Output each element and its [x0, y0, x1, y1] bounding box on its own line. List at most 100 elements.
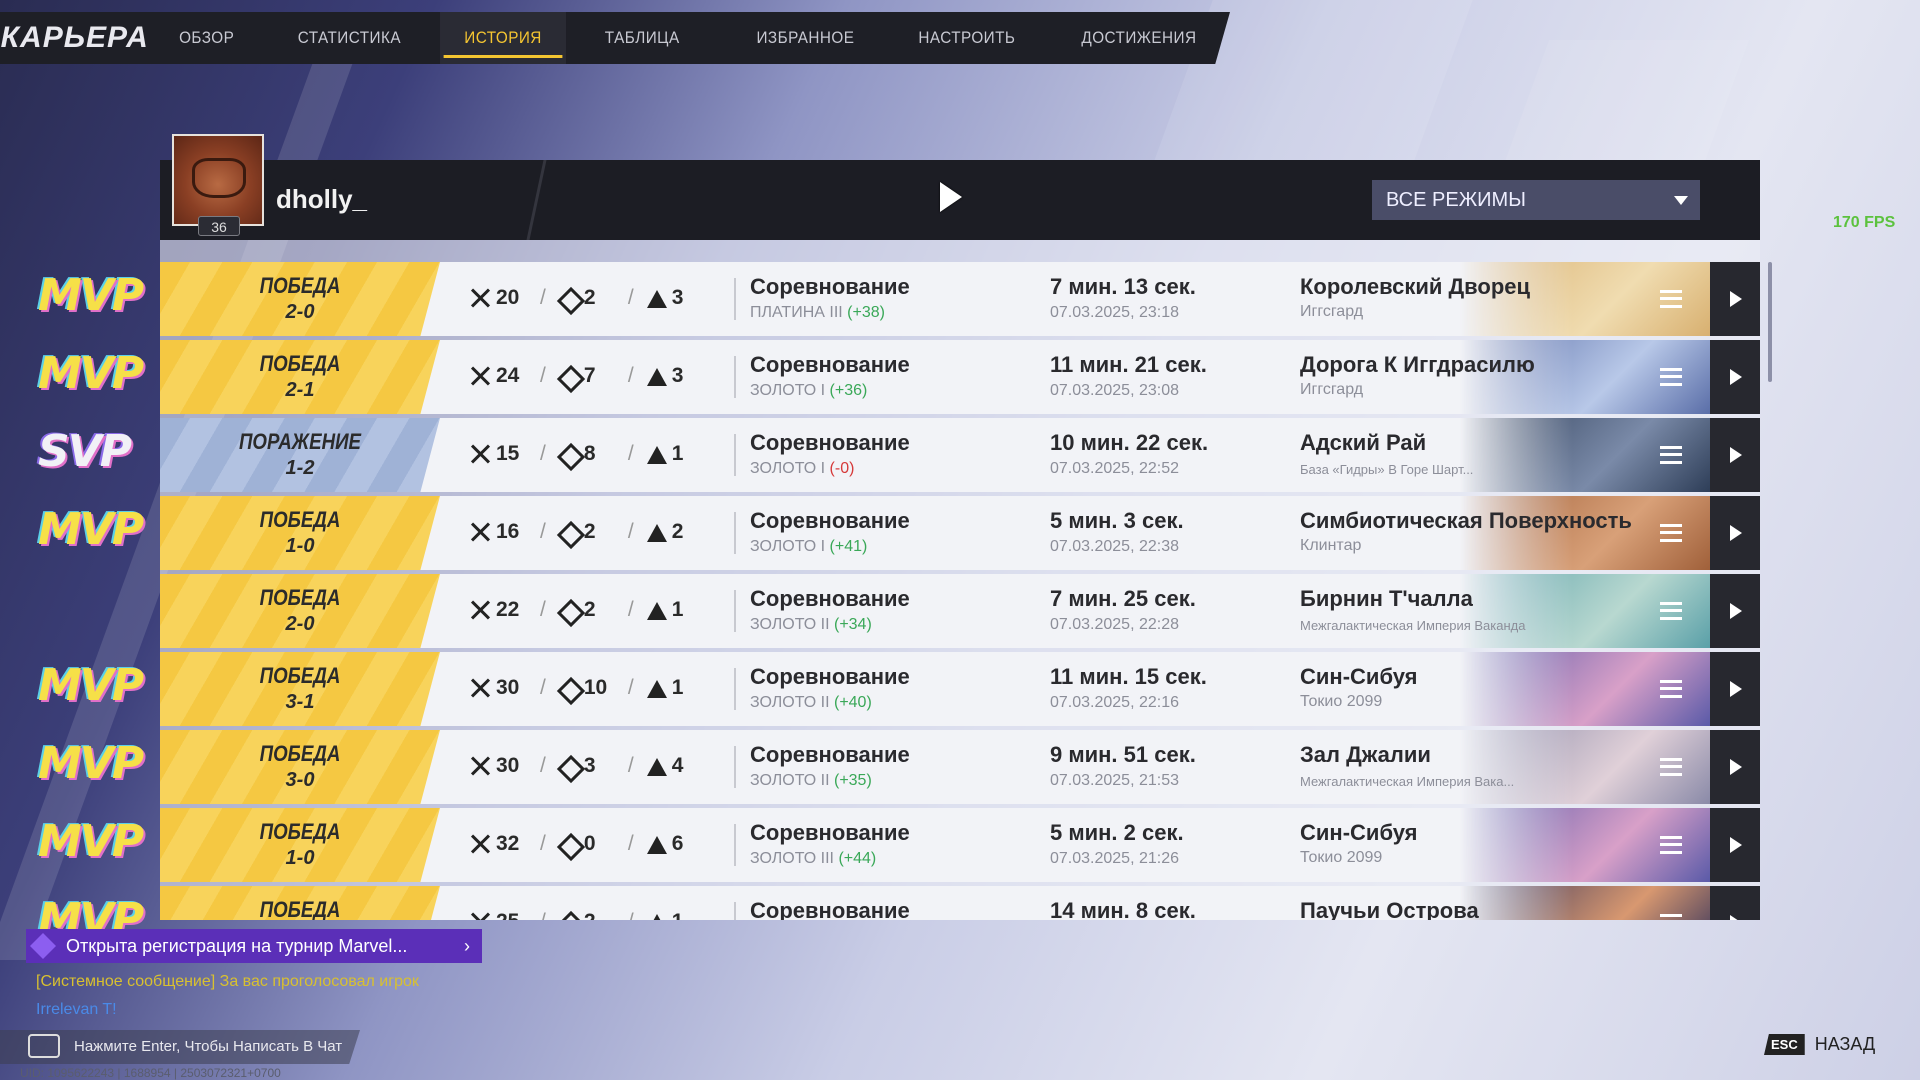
- deaths-value: 8: [583, 442, 596, 465]
- separator: /: [540, 910, 546, 920]
- tab-overview[interactable]: ОБЗОР: [179, 28, 235, 47]
- separator: /: [627, 364, 634, 387]
- rank-info: ЗОЛОТО I (+36): [750, 382, 910, 400]
- play-replay-button[interactable]: [1710, 652, 1760, 726]
- assist-icon: [646, 834, 667, 854]
- time-cell: 5 мин. 2 сек. 07.03.2025, 21:26: [1050, 820, 1184, 868]
- rank-delta: (+34): [833, 616, 872, 633]
- play-replay-button[interactable]: [1710, 418, 1760, 492]
- back-button[interactable]: ESC НАЗАД: [1764, 1034, 1875, 1055]
- mvp-badge: MVP: [38, 816, 144, 867]
- map-region: Токио 2099: [1300, 693, 1383, 710]
- tab-favorites[interactable]: ИЗБРАННОЕ: [755, 28, 854, 47]
- tab-history[interactable]: ИСТОРИЯ: [440, 12, 567, 64]
- kills-value: 25: [496, 910, 519, 920]
- broken-heart-icon: [558, 444, 578, 464]
- kda: 20 / 2 / 3: [470, 286, 722, 310]
- menu-icon[interactable]: [1660, 368, 1682, 386]
- table-row[interactable]: ПОБЕДА 1-0 32 / 0 / 6 Соревнование ЗОЛОТ…: [160, 808, 1760, 882]
- menu-icon[interactable]: [1660, 602, 1682, 620]
- time-cell: 11 мин. 21 сек. 07.03.2025, 23:08: [1050, 352, 1207, 400]
- match-history-list[interactable]: ПОБЕДА 2-0 20 / 2 / 3 Соревнование ПЛАТИ…: [160, 240, 1760, 920]
- mode-cell: Соревнование ЗОЛОТО I (+36): [750, 352, 910, 400]
- menu-icon[interactable]: [1660, 836, 1682, 854]
- mode-cell: Соревнование ЗОЛОТО III (+44): [750, 820, 910, 868]
- match-date: 07.03.2025, 23:08: [1050, 382, 1180, 399]
- menu-icon[interactable]: [1660, 680, 1682, 698]
- menu-icon[interactable]: [1660, 758, 1682, 776]
- rank-delta: (+44): [838, 850, 877, 867]
- tab-achievements[interactable]: ДОСТИЖЕНИЯ: [1081, 28, 1197, 47]
- menu-icon[interactable]: [1660, 290, 1682, 308]
- table-row[interactable]: ПОБЕДА 2-1 24 / 7 / 3 Соревнование ЗОЛОТ…: [160, 340, 1760, 414]
- table-row[interactable]: ПОБЕДА 3-1 30 / 10 / 1 Соревнование ЗОЛО…: [160, 652, 1760, 726]
- menu-icon[interactable]: [1660, 524, 1682, 542]
- result-score: 1-0: [285, 535, 315, 557]
- marvel-logo-icon: [30, 933, 56, 959]
- tournament-text: Открыта регистрация на турнир Marvel...: [66, 936, 408, 956]
- chat-bubble-icon: [28, 1034, 60, 1058]
- swords-icon: [470, 912, 490, 920]
- table-row[interactable]: ПОБЕДА 25 / 2 / 1 Соревнование 14 мин. 8…: [160, 886, 1760, 920]
- table-row[interactable]: ПОБЕДА 2-0 20 / 2 / 3 Соревнование ПЛАТИ…: [160, 262, 1760, 336]
- result-cell: ПОБЕДА 1-0: [160, 808, 440, 882]
- table-row[interactable]: ПОБЕДА 1-0 16 / 2 / 2 Соревнование ЗОЛОТ…: [160, 496, 1760, 570]
- play-replay-button[interactable]: [1710, 808, 1760, 882]
- mvp-badge: MVP: [38, 348, 144, 399]
- match-date: 07.03.2025, 21:53: [1050, 772, 1180, 789]
- separator: /: [628, 910, 634, 920]
- play-replay-button[interactable]: [1710, 730, 1760, 804]
- table-row[interactable]: ПОБЕДА 3-0 30 / 3 / 4 Соревнование ЗОЛОТ…: [160, 730, 1760, 804]
- table-row[interactable]: ПОБЕДА 2-0 22 / 2 / 1 Соревнование ЗОЛОТ…: [160, 574, 1760, 648]
- tab-customize[interactable]: НАСТРОИТЬ: [918, 28, 1016, 47]
- match-duration: 10 мин. 22 сек.: [1050, 430, 1209, 455]
- play-replay-button[interactable]: [1710, 262, 1760, 336]
- menu-icon[interactable]: [1660, 446, 1682, 464]
- map-region: Клинтар: [1300, 537, 1362, 554]
- rank-name: ЗОЛОТО II: [750, 772, 830, 789]
- time-cell: 9 мин. 51 сек. 07.03.2025, 21:53: [1050, 742, 1196, 790]
- tournament-banner[interactable]: Открыта регистрация на турнир Marvel... …: [26, 929, 482, 963]
- match-duration: 11 мин. 21 сек.: [1050, 352, 1207, 377]
- avatar[interactable]: [172, 134, 264, 226]
- chat-input-bar[interactable]: Нажмите Enter, Чтобы Написать В Чат: [0, 1030, 360, 1064]
- divider: [734, 668, 736, 710]
- play-replay-button[interactable]: [1710, 340, 1760, 414]
- swords-icon: [470, 444, 490, 464]
- kda: 30 / 3 / 4: [470, 754, 722, 778]
- play-replay-button[interactable]: [1710, 574, 1760, 648]
- table-row[interactable]: ПОРАЖЕНИЕ 1-2 15 / 8 / 1 Соревнование ЗО…: [160, 418, 1760, 492]
- assist-icon: [646, 912, 667, 920]
- tab-statistics[interactable]: СТАТИСТИКА: [297, 28, 401, 47]
- play-replay-button[interactable]: [1710, 496, 1760, 570]
- kda: 16 / 2 / 2: [470, 520, 722, 544]
- separator: /: [627, 754, 634, 777]
- map-name: Адский Рай: [1300, 430, 1427, 455]
- separator: /: [540, 832, 546, 855]
- menu-icon[interactable]: [1660, 914, 1682, 920]
- map-region: Межгалактическая Империя Ваканда: [1300, 618, 1526, 633]
- time-cell: 7 мин. 13 сек. 07.03.2025, 23:18: [1050, 274, 1196, 322]
- broken-heart-icon: [558, 288, 578, 308]
- mode-cell: Соревнование ЗОЛОТО I (-0): [750, 430, 910, 478]
- assist-icon: [646, 522, 667, 542]
- rank-name: ПЛАТИНА III: [750, 304, 843, 321]
- tab-leaderboard[interactable]: ТАБЛИЦА ЛИДЕРОВ: [605, 28, 683, 99]
- scrollbar[interactable]: [1768, 262, 1772, 382]
- kills-value: 32: [496, 832, 520, 855]
- rank-info: ЗОЛОТО II (+35): [750, 772, 910, 790]
- mode-filter-dropdown[interactable]: ВСЕ РЕЖИМЫ: [1372, 180, 1700, 220]
- kills-value: 15: [496, 442, 520, 465]
- username: dholly_: [276, 184, 368, 214]
- play-replay-button[interactable]: [1710, 886, 1760, 920]
- mouse-cursor-icon: [940, 182, 962, 212]
- map-cell: Син-Сибуя Токио 2099: [1300, 808, 1710, 882]
- broken-heart-icon: [558, 834, 578, 854]
- divider: [734, 824, 736, 866]
- mode-name: Соревнование: [750, 586, 910, 611]
- rank-delta: (+36): [829, 382, 868, 399]
- divider: [734, 356, 736, 398]
- system-message-text: [Системное сообщение] За вас проголосова…: [36, 973, 419, 990]
- kda: 32 / 0 / 6: [470, 832, 722, 856]
- system-message-player[interactable]: Irrelevan T!: [36, 1001, 117, 1018]
